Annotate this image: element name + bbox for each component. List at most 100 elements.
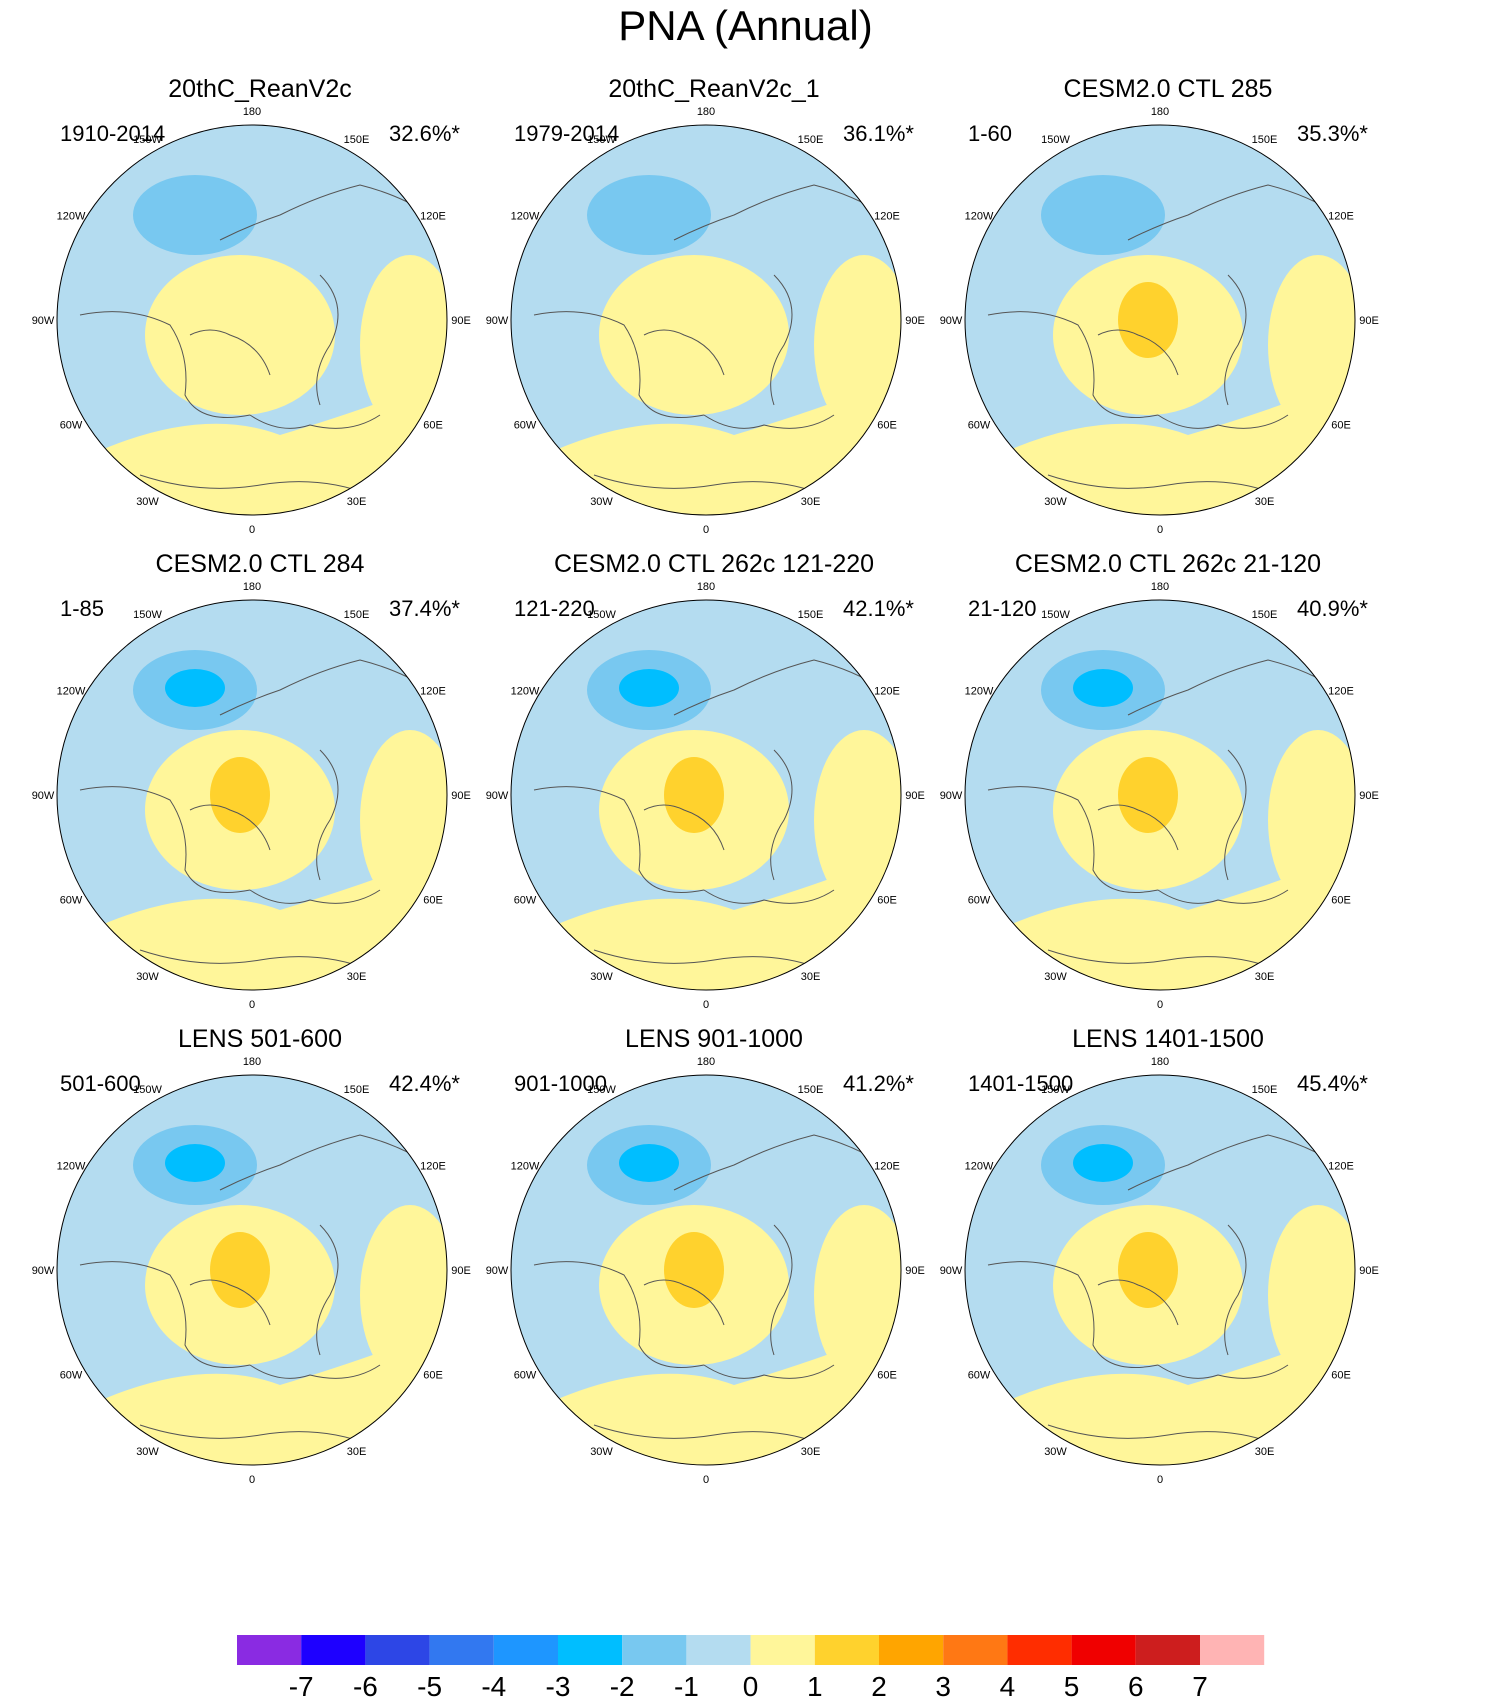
longitude-label: 120E bbox=[874, 211, 900, 223]
field-neg-3 bbox=[1073, 1144, 1133, 1182]
coastline bbox=[593, 949, 825, 971]
longitude-label: 150W bbox=[133, 134, 162, 146]
coastline bbox=[987, 311, 1159, 418]
longitude-label: 120W bbox=[57, 1161, 86, 1173]
longitude-label: 90E bbox=[1359, 790, 1379, 802]
field-pos-2 bbox=[1118, 282, 1178, 358]
coastline bbox=[249, 1364, 381, 1379]
map-panel: 20thC_ReanV2c_1 1979-2014 36.1%* 180 150E 120… bbox=[474, 75, 954, 575]
panel-years: 1979-2014 bbox=[514, 121, 620, 146]
coastline bbox=[1097, 1279, 1179, 1326]
longitude-label: 30E bbox=[347, 971, 367, 983]
coastline bbox=[1047, 1424, 1279, 1446]
map-panel: CESM2.0 CTL 262c 21-120 21-120 40.9%* 180 15… bbox=[928, 550, 1408, 1050]
longitude-label: 120W bbox=[511, 1161, 540, 1173]
longitude-label: 120E bbox=[420, 1161, 446, 1173]
coastline bbox=[673, 184, 885, 241]
longitude-label: 0 bbox=[1157, 524, 1163, 536]
field-pos-2 bbox=[210, 757, 270, 833]
longitude-label: 150W bbox=[133, 1084, 162, 1096]
longitude-label: 150E bbox=[344, 1084, 370, 1096]
map-border bbox=[964, 124, 1356, 516]
longitude-label: 120W bbox=[511, 211, 540, 223]
polar-map: 180 150E 120E 90E 60E 30E 0 30W 60W 90W 120W 150W bbox=[940, 581, 1379, 1011]
longitude-label: 180 bbox=[697, 581, 715, 593]
coastline bbox=[219, 659, 431, 716]
longitude-label: 90E bbox=[451, 315, 471, 327]
longitude-label: 30E bbox=[347, 1446, 367, 1458]
field-pos-2 bbox=[210, 1232, 270, 1308]
longitude-label: 180 bbox=[243, 1056, 261, 1068]
map-border bbox=[510, 1074, 902, 1466]
longitude-label: 90W bbox=[940, 315, 963, 327]
longitude-label: 60W bbox=[60, 895, 83, 907]
coastline bbox=[249, 889, 381, 904]
polar-map: 180 150E 120E 90E 60E 30E 0 30W 60W 90W 120W 150W bbox=[32, 581, 471, 1011]
longitude-label: 60W bbox=[968, 1370, 991, 1382]
coastline bbox=[1047, 474, 1279, 496]
longitude-label: 150W bbox=[1041, 1084, 1070, 1096]
longitude-label: 120E bbox=[1328, 1161, 1354, 1173]
longitude-label: 60E bbox=[1331, 420, 1351, 432]
coastline bbox=[1097, 804, 1179, 851]
map-panel: 20thC_ReanV2c 1910-2014 32.6%* 180 150E 120E 9… bbox=[20, 75, 500, 575]
coastline bbox=[189, 804, 271, 851]
panel-years: 1910-2014 bbox=[60, 121, 166, 146]
panel-explained-variance: 41.2%* bbox=[843, 1071, 914, 1096]
coastline bbox=[79, 311, 251, 418]
polar-map: 180 150E 120E 90E 60E 30E 0 30W 60W 90W 120W 150W bbox=[486, 1056, 925, 1486]
field-neg-3 bbox=[619, 669, 679, 707]
panel-title: 20thC_ReanV2c_1 bbox=[608, 75, 820, 103]
coastline bbox=[770, 274, 793, 406]
coastline bbox=[1127, 184, 1339, 241]
longitude-label: 90W bbox=[32, 315, 55, 327]
field-pos-arctic bbox=[599, 255, 789, 415]
longitude-label: 90W bbox=[940, 790, 963, 802]
longitude-label: 60E bbox=[877, 1370, 897, 1382]
longitude-label: 120E bbox=[874, 1161, 900, 1173]
coastline bbox=[643, 329, 725, 376]
longitude-label: 150W bbox=[1041, 609, 1070, 621]
panel-explained-variance: 42.4%* bbox=[389, 1071, 460, 1096]
longitude-label: 30W bbox=[590, 971, 613, 983]
field-pos-2 bbox=[664, 757, 724, 833]
longitude-label: 90E bbox=[905, 315, 925, 327]
map-border bbox=[510, 599, 902, 991]
longitude-label: 180 bbox=[697, 1056, 715, 1068]
longitude-label: 120W bbox=[965, 211, 994, 223]
longitude-label: 30E bbox=[347, 496, 367, 508]
longitude-label: 150E bbox=[1252, 134, 1278, 146]
coastline bbox=[219, 184, 431, 241]
map-border bbox=[964, 1074, 1356, 1466]
coastline bbox=[219, 1134, 431, 1191]
panel-title: CESM2.0 CTL 262c 21-120 bbox=[1014, 550, 1322, 578]
longitude-label: 150W bbox=[587, 1084, 616, 1096]
longitude-label: 30E bbox=[801, 1446, 821, 1458]
coastline bbox=[79, 786, 251, 893]
longitude-label: 90W bbox=[486, 790, 509, 802]
longitude-label: 60E bbox=[423, 1370, 443, 1382]
polar-map: 180 150E 120E 90E 60E 30E 0 30W 60W 90W 120W 150W bbox=[32, 1056, 471, 1486]
coastline bbox=[703, 889, 835, 904]
coastline bbox=[533, 311, 705, 418]
coastline bbox=[189, 329, 271, 376]
longitude-label: 60E bbox=[877, 895, 897, 907]
longitude-label: 60W bbox=[514, 1370, 537, 1382]
longitude-label: 90E bbox=[451, 790, 471, 802]
panel-years: 1-60 bbox=[968, 121, 1013, 146]
panel-years: 501-600 bbox=[60, 1071, 141, 1096]
coastline bbox=[593, 1424, 825, 1446]
longitude-label: 120W bbox=[57, 211, 86, 223]
panel-title: 20thC_ReanV2c bbox=[168, 75, 352, 103]
longitude-label: 150E bbox=[798, 1084, 824, 1096]
longitude-label: 30W bbox=[590, 496, 613, 508]
polar-map: 180 150E 120E 90E 60E 30E 0 30W 60W 90W 120W 150W bbox=[486, 581, 925, 1011]
coastline bbox=[643, 1279, 725, 1326]
longitude-label: 120E bbox=[420, 211, 446, 223]
coastline bbox=[1224, 1224, 1247, 1356]
longitude-label: 30E bbox=[1255, 1446, 1275, 1458]
longitude-label: 90E bbox=[451, 1265, 471, 1277]
longitude-label: 30W bbox=[590, 1446, 613, 1458]
longitude-label: 90W bbox=[940, 1265, 963, 1277]
panel-explained-variance: 32.6%* bbox=[389, 121, 460, 146]
